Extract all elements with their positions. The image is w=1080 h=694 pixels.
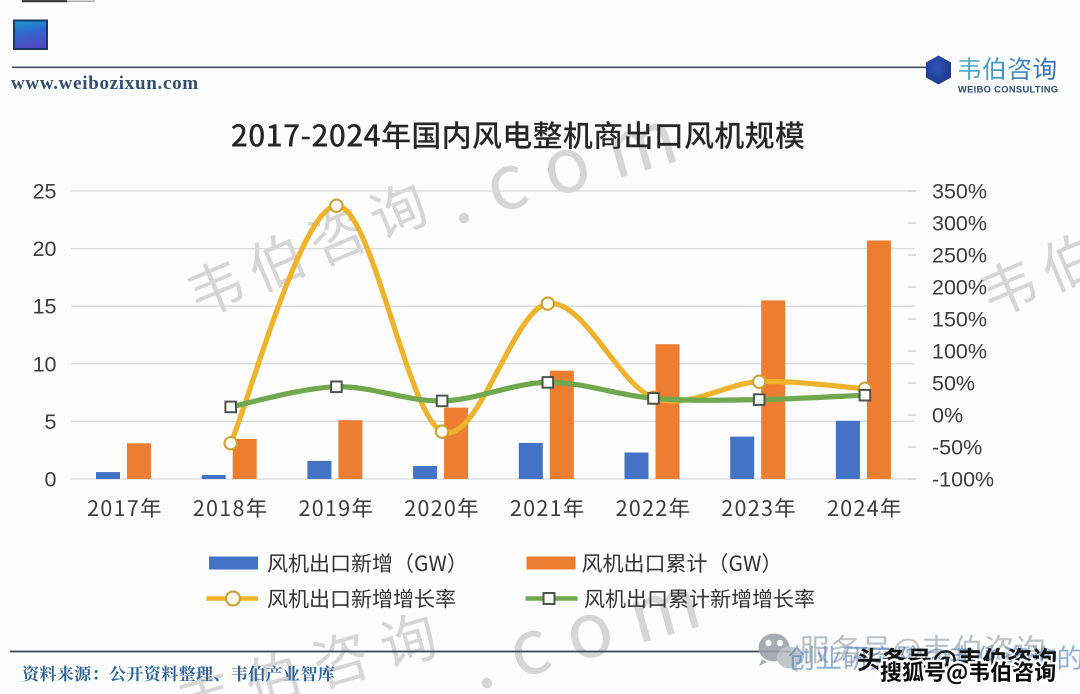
svg-text:5: 5 <box>45 410 57 434</box>
svg-text:www.weibozixun.com: www.weibozixun.com <box>11 73 199 94</box>
svg-text:-100%: -100% <box>932 468 994 492</box>
svg-text:150%: 150% <box>932 308 987 332</box>
svg-text:350%: 350% <box>932 180 987 204</box>
svg-text:100%: 100% <box>932 340 987 364</box>
svg-text:WEIBO CONSULTING: WEIBO CONSULTING <box>958 85 1058 95</box>
svg-text:50%: 50% <box>932 372 975 396</box>
svg-text:0: 0 <box>45 468 57 492</box>
svg-text:15: 15 <box>33 295 57 319</box>
svg-text:250%: 250% <box>932 244 987 268</box>
svg-text:20: 20 <box>33 237 57 261</box>
svg-text:25: 25 <box>33 180 57 204</box>
svg-text:300%: 300% <box>932 212 987 236</box>
svg-text:-50%: -50% <box>932 436 982 460</box>
svg-text:200%: 200% <box>932 276 987 300</box>
svg-text:0%: 0% <box>932 404 963 428</box>
svg-text:10: 10 <box>33 352 57 376</box>
